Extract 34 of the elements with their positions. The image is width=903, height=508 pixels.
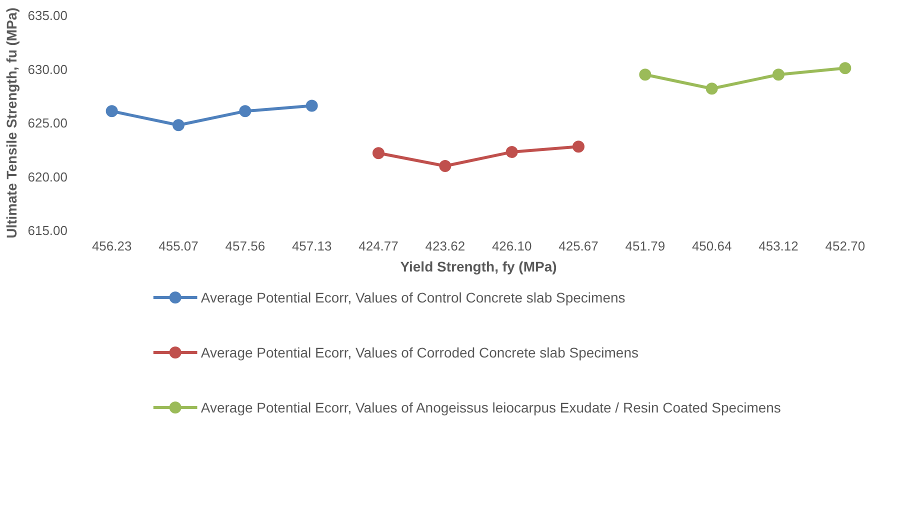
- y-tick-label: 630.00: [28, 62, 68, 77]
- y-tick-label: 635.00: [28, 8, 68, 23]
- point: [439, 160, 452, 172]
- y-tick-label: 625.00: [28, 116, 68, 130]
- x-tick-label: 456.23: [92, 238, 132, 254]
- point: [706, 82, 718, 95]
- x-tick-label: 452.70: [825, 238, 866, 254]
- x-tick-label: 450.64: [692, 238, 732, 254]
- point: [239, 105, 252, 118]
- y-tick-label: 615.00: [28, 223, 68, 238]
- legend-label: Average Potential Ecorr, Values of Corroded Concrete slab Specimens: [200, 344, 638, 360]
- x-tick-label: 457.56: [225, 238, 266, 254]
- x-tick-label: 424.77: [358, 238, 398, 254]
- x-tick-label: 457.13: [292, 238, 332, 254]
- legend-label: Average Potential Ecorr, Values of Anogeissus leiocarpus Exudate / Resin Coated Specimens: [200, 400, 781, 416]
- x-tick-label: 423.62: [425, 238, 466, 254]
- x-tick-label: 451.79: [625, 238, 666, 254]
- point: [172, 119, 184, 132]
- point: [372, 147, 384, 160]
- y-tick-label: 620.00: [28, 169, 68, 184]
- x-tick-label: 426.10: [492, 238, 532, 254]
- x-tick-label: 453.12: [758, 238, 798, 254]
- point: [106, 105, 118, 118]
- y-axis-title: Ultimate Tensile Strength, fu (MPa): [4, 8, 20, 238]
- point: [839, 62, 852, 74]
- point: [639, 68, 652, 81]
- legend-label: Average Potential Ecorr, Values of Control Concrete slab Specimens: [200, 290, 626, 306]
- point: [572, 140, 584, 153]
- x-tick-label: 425.67: [558, 238, 598, 254]
- point: [772, 68, 784, 81]
- point: [506, 146, 518, 158]
- point: [306, 100, 318, 112]
- x-axis-title: Yield Strength, fy (MPa): [400, 258, 557, 274]
- x-tick-label: 455.07: [158, 238, 198, 254]
